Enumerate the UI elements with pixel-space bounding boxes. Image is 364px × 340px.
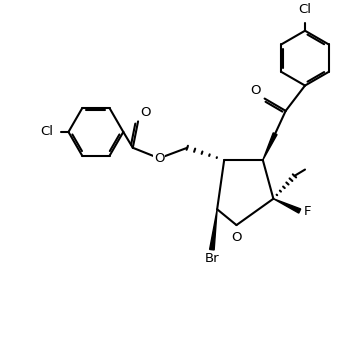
Text: O: O — [140, 106, 150, 119]
Text: O: O — [231, 232, 242, 244]
Text: Cl: Cl — [41, 125, 54, 138]
Polygon shape — [273, 199, 301, 213]
Text: Br: Br — [205, 253, 219, 266]
Polygon shape — [263, 133, 277, 160]
Text: O: O — [154, 152, 165, 165]
Polygon shape — [210, 209, 217, 250]
Text: Cl: Cl — [298, 3, 312, 16]
Text: O: O — [250, 84, 261, 97]
Text: F: F — [303, 205, 311, 218]
